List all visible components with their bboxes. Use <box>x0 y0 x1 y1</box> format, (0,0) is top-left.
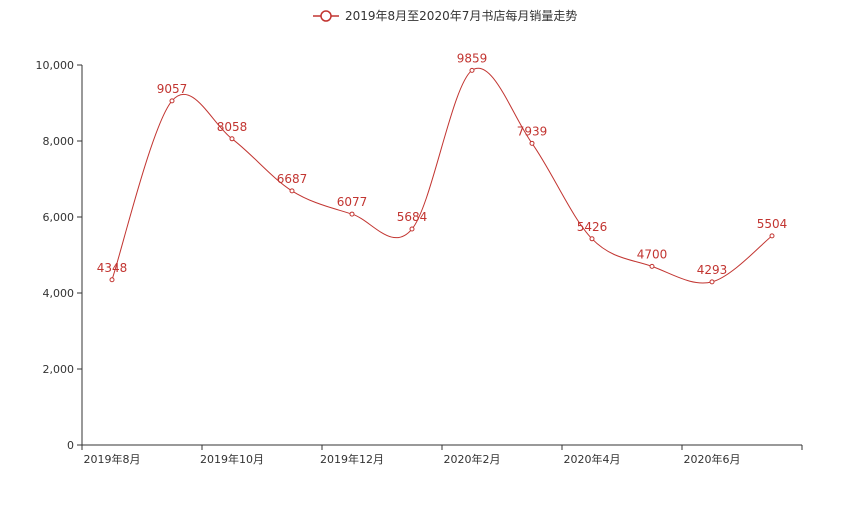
y-tick-label: 4,000 <box>43 287 75 300</box>
data-label: 5426 <box>577 220 608 234</box>
x-tick-label: 2019年12月 <box>320 452 384 466</box>
data-point <box>709 279 715 285</box>
x-tick-label: 2019年10月 <box>200 452 264 466</box>
data-label: 5504 <box>757 217 788 231</box>
y-tick-label: 10,000 <box>36 59 75 72</box>
x-tick-label: 2020年2月 <box>444 452 501 466</box>
data-label: 9057 <box>157 82 188 96</box>
data-label: 5684 <box>397 210 428 224</box>
data-label: 6687 <box>277 172 308 186</box>
data-point <box>349 211 355 217</box>
data-point <box>169 98 175 104</box>
data-label: 8058 <box>217 120 248 134</box>
data-label: 9859 <box>457 51 488 65</box>
data-label: 4293 <box>697 263 728 277</box>
series-line <box>111 67 773 284</box>
data-label: 4700 <box>637 247 668 261</box>
data-point <box>229 136 235 142</box>
legend-label: 2019年8月至2020年7月书店每月销量走势 <box>345 8 577 23</box>
y-tick-label: 8,000 <box>43 135 75 148</box>
x-tick-label: 2020年6月 <box>684 452 741 466</box>
data-point <box>109 277 115 283</box>
data-label: 7939 <box>517 124 548 138</box>
data-point <box>529 140 535 146</box>
data-point <box>769 233 775 239</box>
x-tick-label: 2019年8月 <box>84 452 141 466</box>
data-point <box>589 236 595 242</box>
data-label: 4348 <box>97 261 128 275</box>
x-tick-label: 2020年4月 <box>564 452 621 466</box>
data-point <box>289 188 295 194</box>
legend[interactable]: 2019年8月至2020年7月书店每月销量走势 <box>313 8 577 23</box>
y-tick-label: 2,000 <box>43 363 75 376</box>
data-point <box>469 67 475 73</box>
legend-marker-icon <box>320 10 332 22</box>
data-label: 6077 <box>337 195 368 209</box>
data-point <box>409 226 415 232</box>
data-point <box>649 263 655 269</box>
series-group: 4348 9057 8058 6687 6077 5684 9859 7939 5426 4700… <box>97 51 788 285</box>
y-tick-label: 6,000 <box>43 211 75 224</box>
y-tick-label: 0 <box>67 439 74 452</box>
axes: 0 2,000 4,000 6,000 8,000 10,000 2019年8月 2019年1… <box>36 59 803 466</box>
